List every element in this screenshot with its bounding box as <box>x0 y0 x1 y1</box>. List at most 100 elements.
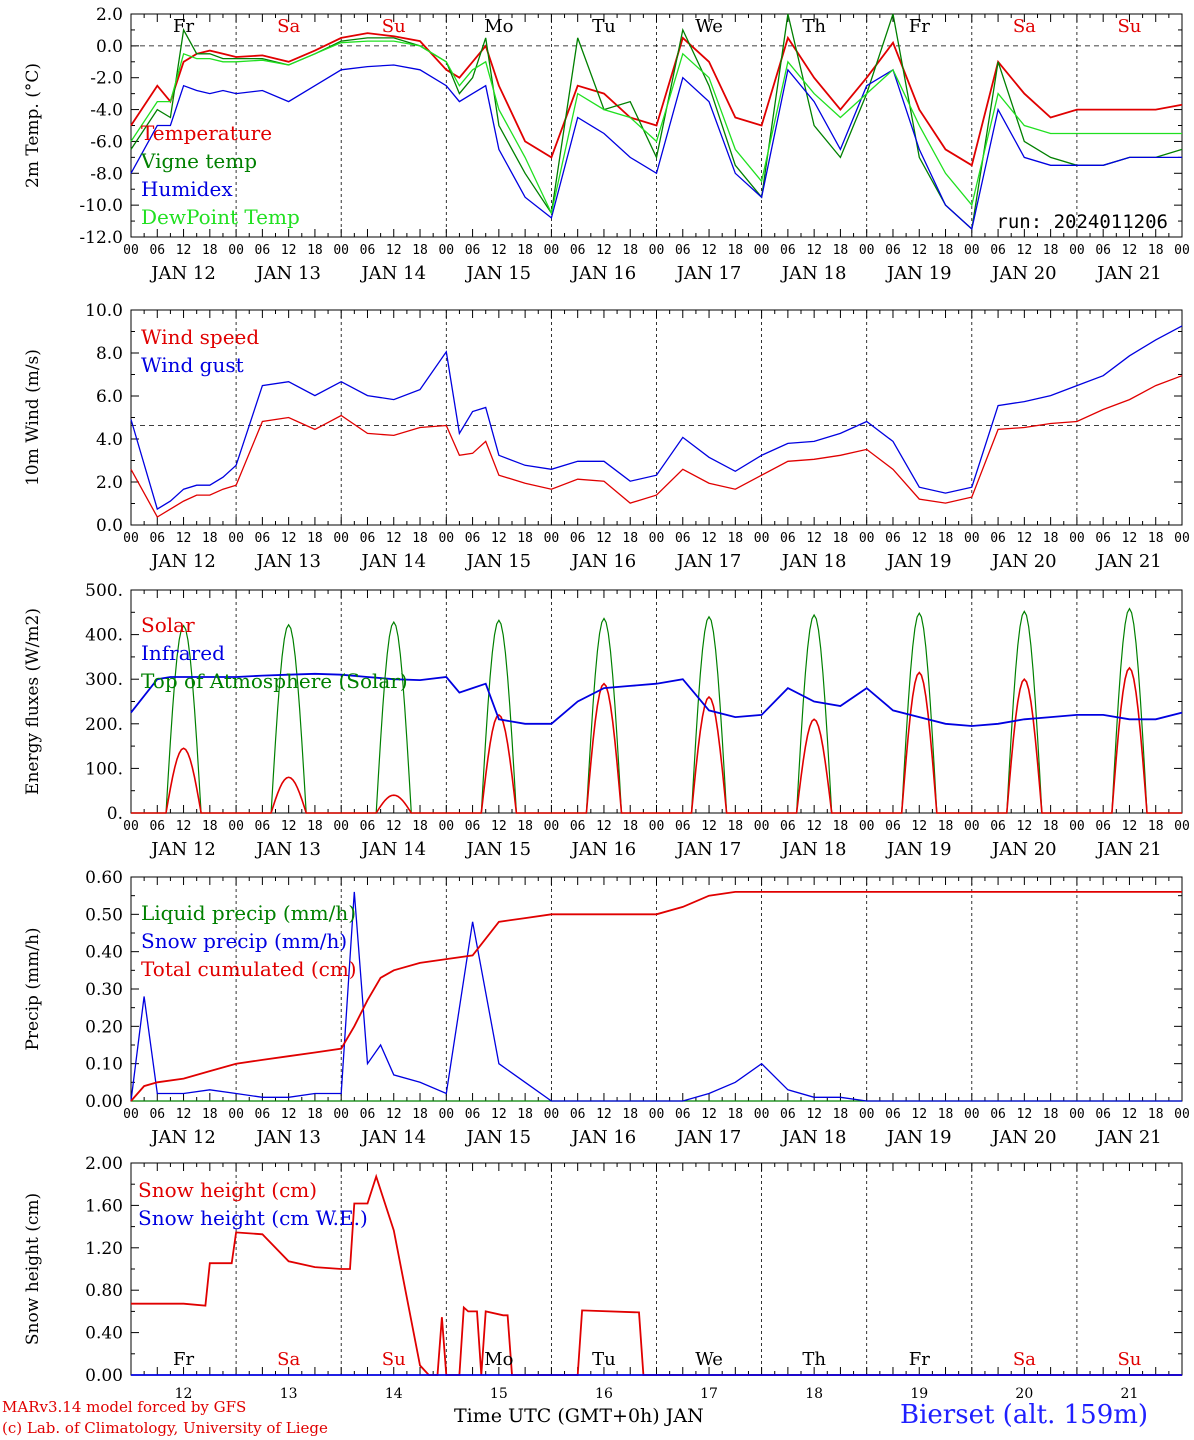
x-hour-label: 18 <box>307 243 323 258</box>
x-hour-label: 06 <box>255 243 271 258</box>
x-hour-label: 00 <box>859 819 875 834</box>
weekday-label-top: Fr <box>909 16 930 37</box>
y-tick-label: -8.0 <box>90 164 123 184</box>
x-hour-label: 06 <box>1095 1107 1111 1122</box>
x-hour-label: 18 <box>622 243 638 258</box>
weekday-label-bottom: Fr <box>173 1349 194 1370</box>
x-hour-label: 06 <box>990 819 1006 834</box>
legend-entry: Total cumulated (cm) <box>141 957 357 981</box>
x-hour-label: 06 <box>780 243 796 258</box>
x-hour-label: 18 <box>517 243 533 258</box>
y-tick-label: 200. <box>85 715 123 735</box>
lab-credit: (c) Lab. of Climatology, University of L… <box>2 1419 328 1437</box>
y-tick-label: 100. <box>85 759 123 779</box>
x-hour-label: 06 <box>780 1107 796 1122</box>
x-hour-label: 18 <box>622 1107 638 1122</box>
x-hour-label: 00 <box>544 531 560 546</box>
x-hour-label: 12 <box>806 819 822 834</box>
x-hour-label: 00 <box>964 819 980 834</box>
x-hour-label: 00 <box>333 243 349 258</box>
x-hour-label: 06 <box>780 819 796 834</box>
x-hour-label: 06 <box>465 1107 481 1122</box>
x-hour-label: 06 <box>255 1107 271 1122</box>
x-hour-label: 18 <box>938 819 954 834</box>
y-axis-title: 10m Wind (m/s) <box>23 349 43 486</box>
legend-entry: Snow precip (mm/h) <box>141 929 347 953</box>
x-hour-label: 18 <box>833 1107 849 1122</box>
y-tick-label: 0.30 <box>85 980 123 1000</box>
x-hour-label: 00 <box>964 1107 980 1122</box>
x-hour-label: 06 <box>990 1107 1006 1122</box>
x-hour-label: 00 <box>649 243 665 258</box>
y-axis-title: Snow height (cm) <box>23 1193 43 1345</box>
x-hour-label: 18 <box>307 1107 323 1122</box>
x-hour-label: 06 <box>885 1107 901 1122</box>
y-tick-label: 0.0 <box>96 37 123 57</box>
weekday-label-top: Sa <box>1013 16 1036 37</box>
x-hour-label: 00 <box>228 531 244 546</box>
series-line-wind-speed <box>130 375 1183 518</box>
x-hour-label: 18 <box>1043 819 1059 834</box>
plot-frame-3 <box>130 589 1183 814</box>
x-hour-label: 18 <box>833 243 849 258</box>
x-hour-label: 00 <box>333 531 349 546</box>
x-hour-label: 12 <box>701 819 717 834</box>
series-solar-line <box>551 682 657 814</box>
y-axis-title: Precip (mm/h) <box>23 927 43 1050</box>
series-toa-solar-line <box>656 615 762 814</box>
x-hour-label: 00 <box>544 243 560 258</box>
x-hour-label: 12 <box>596 1107 612 1122</box>
series-line-vigne-temp <box>130 13 1183 231</box>
x-hour-label: 06 <box>570 243 586 258</box>
x-hour-label: 12 <box>386 819 402 834</box>
x-hour-label: 00 <box>228 1107 244 1122</box>
series-solar-line <box>971 677 1077 814</box>
x-hour-label: 00 <box>1174 531 1190 546</box>
x-hour-label: 12 <box>1017 531 1033 546</box>
weekday-label-bottom: Fr <box>909 1349 930 1370</box>
bottom-day-number: 20 <box>1015 1386 1033 1402</box>
y-tick-label: 0. <box>107 804 123 824</box>
x-hour-label: 18 <box>1148 243 1164 258</box>
x-hour-label: 12 <box>596 531 612 546</box>
x-hour-label: 18 <box>202 1107 218 1122</box>
series-infrared-line <box>130 672 1183 727</box>
x-hour-label: 12 <box>491 243 507 258</box>
x-hour-label: 06 <box>570 1107 586 1122</box>
x-hour-label: 12 <box>1122 819 1138 834</box>
y-tick-label: 4.0 <box>96 430 123 450</box>
x-day-label: JAN 14 <box>359 263 426 284</box>
weekday-label-top: We <box>695 16 723 37</box>
x-day-label: JAN 13 <box>254 263 321 284</box>
x-hour-label: 18 <box>412 243 428 258</box>
y-tick-label: 6.0 <box>96 387 123 407</box>
x-day-label: JAN 15 <box>465 551 532 572</box>
x-hour-label: 06 <box>149 243 165 258</box>
run-label: run: 2024011206 <box>996 211 1168 233</box>
x-hour-label: 00 <box>754 531 770 546</box>
x-hour-label: 00 <box>859 243 875 258</box>
x-day-label: JAN 16 <box>570 551 637 572</box>
x-hour-label: 00 <box>333 819 349 834</box>
x-hour-label: 00 <box>123 819 139 834</box>
series-solar-line <box>236 776 342 814</box>
x-hour-label: 06 <box>465 531 481 546</box>
x-hour-label: 12 <box>386 531 402 546</box>
x-day-label: JAN 20 <box>990 551 1057 572</box>
x-hour-label: 18 <box>307 531 323 546</box>
x-hour-label: 06 <box>1095 243 1111 258</box>
weekday-label-bottom: Sa <box>277 1349 300 1370</box>
legend-entry: Wind gust <box>141 353 244 377</box>
series-line-snow-precip-mm-h- <box>130 891 1182 1102</box>
x-hour-label: 12 <box>911 1107 927 1122</box>
x-hour-label: 18 <box>1043 1107 1059 1122</box>
x-hour-label: 12 <box>491 531 507 546</box>
x-day-label: JAN 16 <box>570 839 637 860</box>
x-hour-label: 12 <box>176 819 192 834</box>
x-hour-label: 06 <box>570 531 586 546</box>
y-tick-label: 300. <box>85 670 123 690</box>
series-line-dewpoint-temp <box>130 40 1182 216</box>
x-hour-label: 06 <box>885 819 901 834</box>
x-hour-label: 18 <box>833 819 849 834</box>
x-hour-label: 18 <box>1043 243 1059 258</box>
